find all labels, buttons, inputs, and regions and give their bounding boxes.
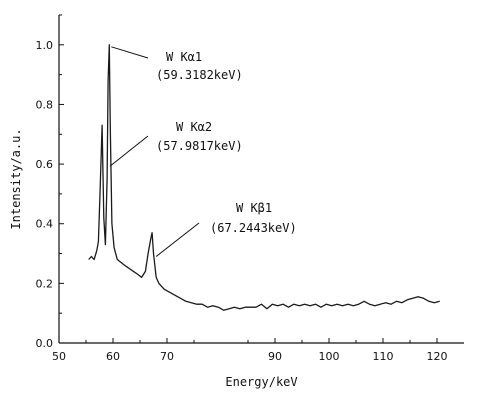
x-tick-label: 100 — [319, 350, 340, 363]
y-tick-label: 0.2 — [36, 277, 54, 290]
x-tick-label: 110 — [373, 350, 394, 363]
annotation-label: W Kα1 — [166, 50, 202, 64]
x-tick-label: 50 — [52, 350, 66, 363]
annotation-leader-line — [155, 222, 200, 257]
x-axis-title: Energy/keV — [225, 375, 297, 389]
axes: 0.0 0.2 0.4 0.6 0.8 1.0 50 60 70 90 100 110 120 — [36, 14, 464, 363]
annotation-energy-label: (59.3182keV) — [156, 68, 243, 82]
annotation-layer: W Kα1 (59.3182keV) W Kα2 (57.9817keV) W Kβ1 (… — [109, 46, 297, 257]
y-tick-label: 0.6 — [36, 158, 54, 171]
y-tick-label: 0.4 — [36, 218, 54, 231]
y-tick-label: 0.0 — [36, 337, 54, 350]
x-tick-label: 120 — [427, 350, 448, 363]
x-tick-label: 70 — [160, 350, 174, 363]
annotation-label: W Kα2 — [176, 120, 212, 134]
y-tick-label: 0.8 — [36, 98, 54, 111]
y-tick-label: 1.0 — [36, 39, 54, 52]
annotation-energy-label: (67.2443keV) — [210, 221, 297, 235]
annotation-label: W Kβ1 — [236, 201, 272, 215]
series-layer — [88, 44, 440, 311]
annotation-energy-label: (57.9817keV) — [156, 139, 243, 153]
annotation-leader-line — [111, 46, 149, 59]
x-tick-label: 90 — [268, 350, 282, 363]
y-axis-title: Intensity/a.u. — [9, 128, 23, 229]
annotation-leader-line — [109, 135, 149, 167]
spectrum-line — [88, 44, 440, 311]
x-tick-label: 60 — [106, 350, 120, 363]
